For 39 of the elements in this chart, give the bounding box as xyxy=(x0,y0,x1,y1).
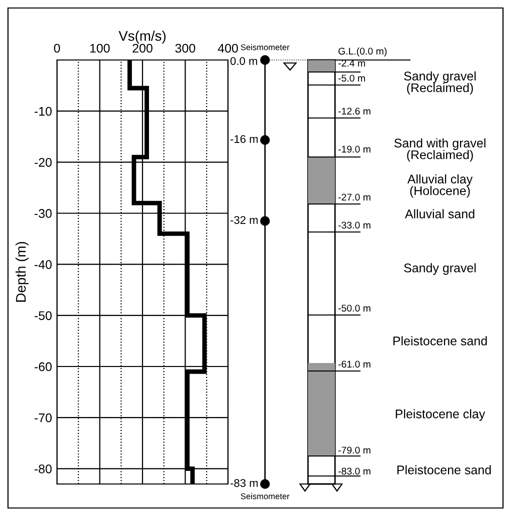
text: Pleistocene clay xyxy=(396,409,486,421)
text: -83.0 m xyxy=(338,468,370,475)
y-tick-label: -10 xyxy=(34,106,52,116)
text: Alluvial clay (Holocene) xyxy=(407,174,473,198)
text: 0.0 m xyxy=(230,57,258,65)
text: -50.0 m xyxy=(338,304,370,312)
text: Sandy gravel (Reclaimed) xyxy=(404,71,476,95)
text: -5.0 m xyxy=(338,74,365,82)
y-tick-label: -40 xyxy=(34,260,52,269)
x-tick-label: 200 xyxy=(132,44,152,53)
y-tick-label: -70 xyxy=(34,413,52,422)
text: Seismometer xyxy=(240,44,290,50)
x-tick-label: 0 xyxy=(54,44,60,53)
text: -27.0 m xyxy=(338,194,370,201)
text: -79.0 m xyxy=(338,446,370,454)
x-tick-label: 300 xyxy=(175,44,196,53)
text: Seismometer xyxy=(240,493,290,500)
text: -19.0 m xyxy=(338,146,370,153)
text: Alluvial sand xyxy=(404,209,474,218)
text: -12.6 m xyxy=(338,108,370,115)
y-tick-label: -80 xyxy=(34,464,52,474)
text: Sand with gravel (Reclaimed) xyxy=(394,138,486,162)
y-tick-label: -30 xyxy=(34,209,52,218)
text: G.L.(0.0 m) xyxy=(338,47,387,57)
y-axis-title: Depth (m) xyxy=(16,242,29,302)
y-tick-label: -20 xyxy=(34,158,52,167)
text: Pleistocene sand xyxy=(397,465,491,474)
y-tick-label: -50 xyxy=(34,311,52,320)
text: -32 m xyxy=(230,216,258,224)
x-tick-label: 400 xyxy=(218,44,238,53)
text: -16 m xyxy=(230,135,258,143)
text: -33.0 m xyxy=(338,222,370,229)
text: -61.0 m xyxy=(338,360,370,368)
text: Pleistocene sand xyxy=(393,336,487,346)
text: -83 m xyxy=(230,479,258,487)
x-tick-label: 100 xyxy=(90,44,110,53)
y-tick-label: -60 xyxy=(34,362,52,372)
text: Sandy gravel xyxy=(404,263,476,275)
x-axis-title: Vs(m/s) xyxy=(118,30,166,44)
